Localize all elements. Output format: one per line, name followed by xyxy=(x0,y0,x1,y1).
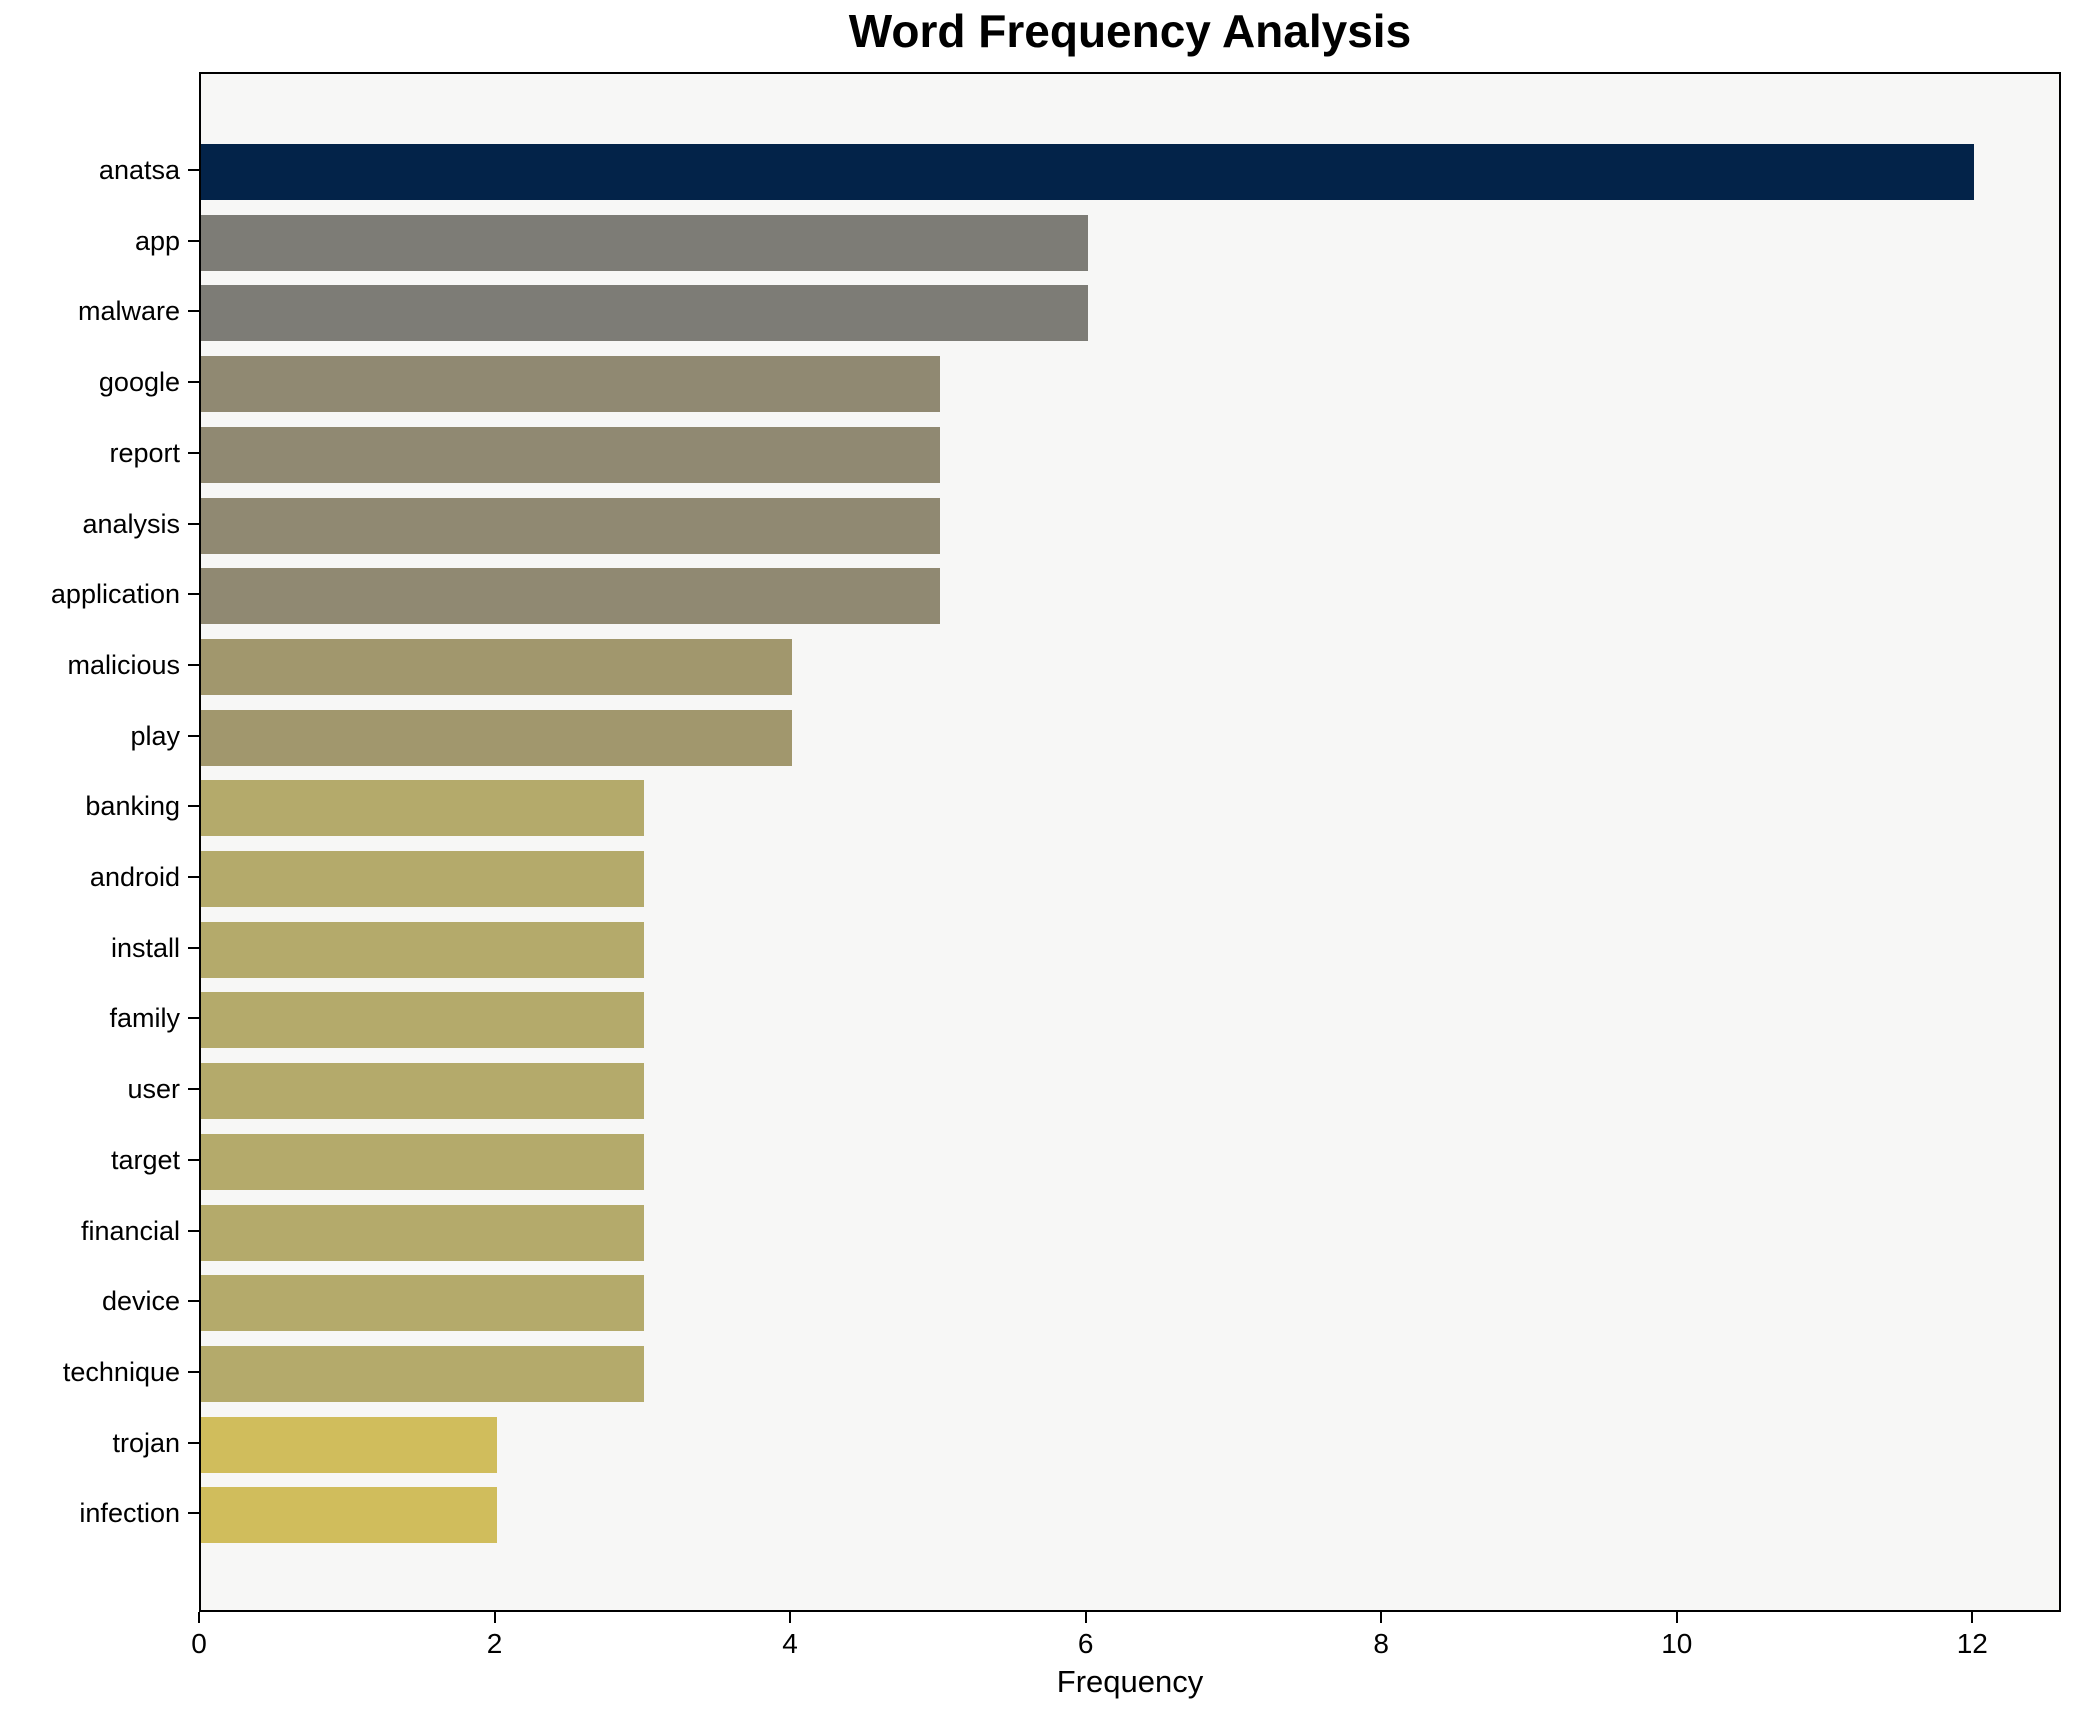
y-tick-mark-infection xyxy=(188,1512,199,1515)
bar-google xyxy=(201,356,940,413)
bar-android xyxy=(201,851,645,907)
y-tick-mark-application xyxy=(188,593,199,596)
y-tick-mark-analysis xyxy=(188,522,199,525)
y-tick-label-family: family xyxy=(109,1003,180,1034)
bar-malware xyxy=(201,285,1088,342)
x-axis-label: Frequency xyxy=(1056,1664,1204,1699)
y-tick-mark-anatsa xyxy=(188,169,199,171)
y-tick-label-infection: infection xyxy=(79,1498,180,1529)
y-tick-label-play: play xyxy=(130,720,180,751)
y-tick-label-target: target xyxy=(110,1144,180,1175)
y-tick-label-user: user xyxy=(127,1074,180,1105)
x-tick-label-4: 4 xyxy=(782,1628,798,1659)
y-tick-mark-report xyxy=(188,451,199,454)
y-tick-label-trojan: trojan xyxy=(112,1427,180,1458)
y-tick-mark-app xyxy=(188,239,199,242)
y-tick-label-android: android xyxy=(89,862,180,892)
y-tick-mark-google xyxy=(188,381,199,384)
bar-analysis xyxy=(201,497,940,554)
y-tick-mark-play xyxy=(188,734,199,737)
y-tick-label-malicious: malicious xyxy=(67,649,180,680)
y-tick-mark-financial xyxy=(188,1229,199,1232)
x-tick-label-0: 0 xyxy=(191,1628,207,1659)
x-tick-mark-2 xyxy=(493,1612,496,1623)
x-tick-mark-12 xyxy=(1971,1612,1974,1623)
y-tick-label-app: app xyxy=(134,225,180,256)
y-tick-label-application: application xyxy=(50,579,180,610)
y-tick-label-google: google xyxy=(98,367,180,398)
y-tick-mark-android xyxy=(188,876,199,878)
y-tick-mark-malicious xyxy=(188,663,199,666)
y-tick-label-report: report xyxy=(109,437,180,468)
y-tick-mark-device xyxy=(188,1300,199,1303)
plot-area xyxy=(199,72,2061,1612)
y-tick-label-banking: banking xyxy=(85,791,180,822)
bar-user xyxy=(201,1063,645,1120)
bar-target xyxy=(201,1133,645,1190)
y-tick-mark-malware xyxy=(188,310,199,313)
bar-malicious xyxy=(201,638,793,695)
bar-report xyxy=(201,426,940,483)
chart-title: Word Frequency Analysis xyxy=(848,5,1412,57)
y-tick-mark-target xyxy=(188,1158,199,1161)
y-tick-label-financial: financial xyxy=(80,1215,180,1246)
y-tick-label-device: device xyxy=(101,1286,180,1317)
bar-financial xyxy=(201,1204,645,1261)
x-tick-mark-8 xyxy=(1380,1612,1383,1623)
y-tick-mark-trojan xyxy=(188,1441,199,1444)
x-tick-label-8: 8 xyxy=(1373,1628,1389,1659)
bar-device xyxy=(201,1275,645,1332)
bar-install xyxy=(201,921,645,978)
x-tick-label-10: 10 xyxy=(1661,1628,1693,1659)
x-tick-label-2: 2 xyxy=(486,1628,503,1659)
bar-trojan xyxy=(201,1416,497,1473)
bar-anatsa xyxy=(201,144,1975,200)
y-tick-mark-user xyxy=(188,1088,199,1091)
bar-infection xyxy=(201,1487,497,1544)
x-tick-mark-4 xyxy=(789,1612,792,1623)
x-tick-label-6: 6 xyxy=(1077,1628,1094,1659)
y-tick-label-analysis: analysis xyxy=(82,508,180,539)
y-tick-mark-technique xyxy=(188,1370,199,1373)
y-tick-mark-family xyxy=(188,1017,199,1020)
y-tick-label-technique: technique xyxy=(62,1356,180,1387)
bar-play xyxy=(201,709,793,766)
bar-application xyxy=(201,568,940,625)
bar-banking xyxy=(201,780,645,837)
x-tick-mark-6 xyxy=(1084,1612,1087,1623)
x-tick-label-12: 12 xyxy=(1956,1628,1988,1659)
x-tick-mark-0 xyxy=(198,1612,200,1623)
x-tick-mark-10 xyxy=(1675,1612,1678,1623)
y-tick-label-anatsa: anatsa xyxy=(98,155,180,185)
y-tick-mark-banking xyxy=(188,805,199,808)
y-tick-label-install: install xyxy=(110,932,180,963)
y-tick-label-malware: malware xyxy=(77,296,180,327)
bar-technique xyxy=(201,1345,645,1402)
y-tick-mark-install xyxy=(188,946,199,949)
bar-family xyxy=(201,992,645,1049)
bar-app xyxy=(201,214,1088,271)
